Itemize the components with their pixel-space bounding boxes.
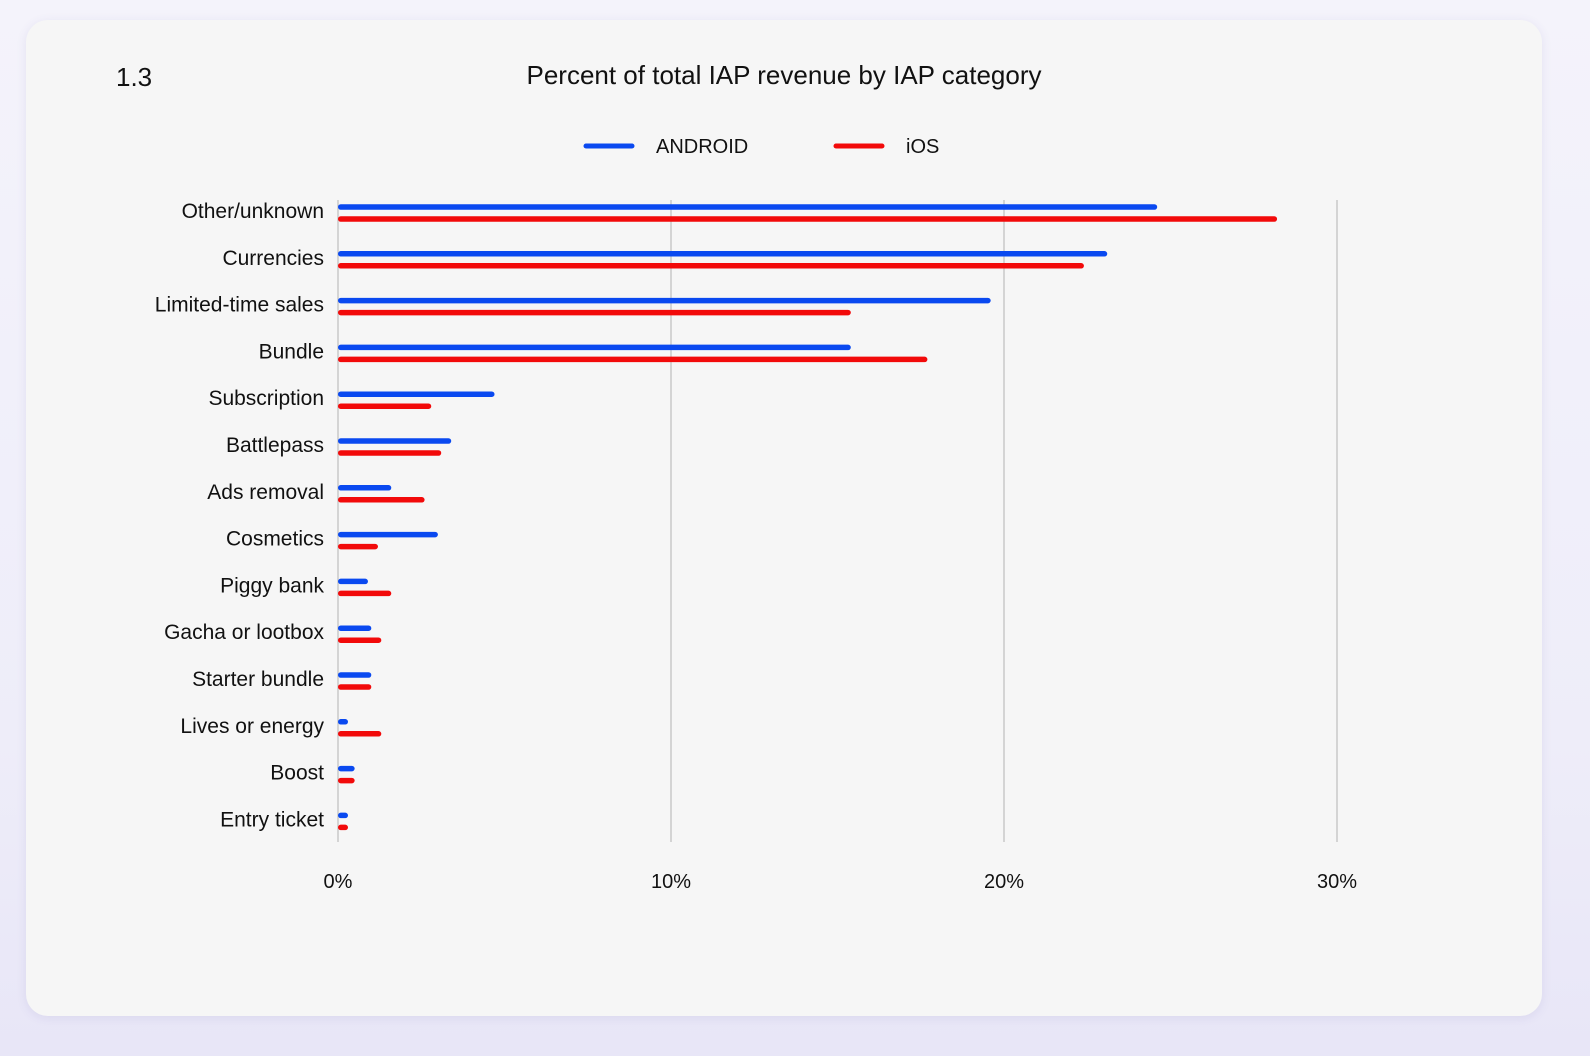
bar-ios-entry-ticket [338,824,348,831]
gridlines [337,200,1338,842]
x-tick-20: 20% [984,871,1024,893]
x-tick-10: 10% [651,871,691,893]
bar-android-gacha-or-lootbox [338,625,372,631]
category-label-limited-time-sales: Limited-time sales [155,294,324,317]
bar-ios-ads-removal [338,497,425,503]
bar-android-cosmetics [338,531,438,538]
category-label-battlepass: Battlepass [226,434,324,457]
bar-android-boost [338,765,355,772]
legend: ANDROID iOS [583,136,939,158]
bar-android-entry-ticket [338,812,348,819]
category-label-piggy-bank: Piggy bank [220,574,324,597]
bar-android-bundle [338,344,851,351]
category-label-other-unknown: Other/unknown [182,200,324,223]
bar-ios-bundle [338,356,928,363]
category-labels: Other/unknown Currencies Limited-time sale… [155,200,325,831]
bar-ios-currencies [338,263,1084,269]
category-label-gacha-or-lootbox: Gacha or lootbox [164,621,324,644]
bar-android-starter-bundle [338,672,372,678]
legend-label-ios: iOS [906,136,939,158]
category-label-lives-or-energy: Lives or energy [180,715,324,738]
bar-chart: Other/unknown Currencies Limited-time sale… [155,136,1358,893]
bar-ios-piggy-bank [338,590,392,597]
bar-ios-lives-or-energy [338,731,382,737]
bar-android-lives-or-energy [338,719,348,725]
bar-android-subscription [338,391,495,397]
category-label-entry-ticket: Entry ticket [220,808,324,831]
bar-android-limited-time-sales [338,297,991,304]
category-label-subscription: Subscription [208,387,324,410]
x-tick-labels: 0% 10% 20% 30% [324,871,1358,893]
bar-android-currencies [338,251,1108,257]
bar-android-battlepass [338,438,452,444]
bar-ios-limited-time-sales [338,309,851,316]
bars [338,204,1278,831]
bar-ios-cosmetics [338,543,378,550]
bar-ios-boost [338,777,355,784]
legend-label-android: ANDROID [656,136,748,158]
chart-title: Percent of total IAP revenue by IAP cate… [526,60,1042,90]
category-label-cosmetics: Cosmetics [226,528,324,551]
category-label-starter-bundle: Starter bundle [192,668,324,691]
category-label-bundle: Bundle [259,340,324,363]
bar-ios-other-unknown [338,216,1278,222]
chart-card: 1.3 Percent of total IAP revenue by IAP … [26,20,1542,1016]
x-tick-30: 30% [1317,871,1357,893]
category-label-currencies: Currencies [222,247,324,270]
bar-android-piggy-bank [338,578,368,585]
bar-ios-subscription [338,403,432,409]
bar-ios-battlepass [338,450,442,456]
x-tick-0: 0% [324,871,353,893]
bar-android-other-unknown [338,204,1158,210]
category-label-boost: Boost [270,762,324,785]
bar-ios-starter-bundle [338,684,372,690]
figure-number: 1.3 [116,62,153,92]
bar-android-ads-removal [338,485,392,491]
bar-ios-gacha-or-lootbox [338,637,382,643]
category-label-ads-removal: Ads removal [207,481,324,504]
